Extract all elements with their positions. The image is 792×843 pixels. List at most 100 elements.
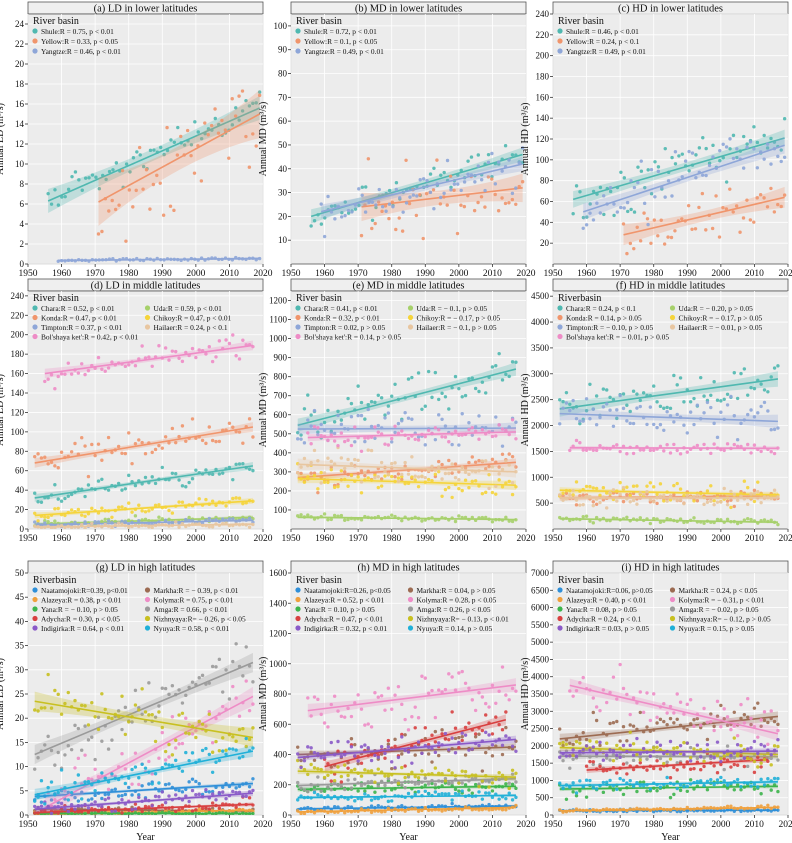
x-axis-label: Year [661,832,680,843]
data-point-timpton [668,414,673,418]
data-point-yana [467,788,471,792]
data-point-yana [601,790,606,795]
data-point-bolshayaket [574,438,579,443]
data-point-yellow [438,202,443,206]
data-point-yangtze [497,160,501,164]
data-point-markha [709,712,713,716]
data-point-adycha [329,779,333,783]
data-point-bolshayaket [568,448,572,453]
legend-marker [295,305,301,311]
legend-marker [557,587,563,593]
data-point-naatamojoki [86,798,91,802]
data-point-nyuya [386,799,391,804]
legend-marker [32,587,38,593]
x-tick-label: 2010 [483,820,502,830]
data-point-uda [484,515,488,520]
data-point-konda [672,493,676,497]
data-point-indigirka [615,753,619,757]
data-point-bolshayaket [426,428,431,433]
data-point-chara [568,402,572,406]
data-point-amga [369,779,374,784]
trend-line-amga [34,661,254,756]
data-point-kolyma [594,705,599,709]
data-point-timpton [752,415,757,419]
data-point-nizhnyaya [302,767,307,772]
data-point-shule [694,153,698,157]
data-point-alazeya [379,810,384,814]
data-point-kolyma [413,705,417,709]
data-point-chikoy [143,510,148,514]
trend-line-alazeya [559,806,778,812]
data-point-nyuya [130,767,134,772]
data-point-chara [120,488,124,492]
data-point-indigirka [349,745,354,749]
data-point-chikoy [204,497,208,502]
data-point-nizhnyaya [39,706,44,710]
data-point-shule [697,146,702,150]
data-point-bolshayaket [497,423,501,427]
data-point-chara [732,371,736,375]
data-point-markha [756,701,760,705]
data-point-naatamojoki [400,803,404,808]
data-point-adycha [174,809,178,814]
data-point-adycha [443,737,448,741]
data-point-kolyma [336,709,340,713]
x-tick-label: 1950 [19,534,38,544]
data-point-chikoy [43,515,47,519]
data-point-adycha [463,725,468,730]
data-point-yangtze [466,172,470,176]
data-point-hailaer [756,489,760,494]
data-point-alazeya [487,808,491,812]
data-point-markha [739,716,743,721]
x-tick-label: 1980 [382,269,401,279]
data-point-kolyma [326,725,330,729]
y-axis-label: Annual HD (m³/s) [520,658,531,731]
data-point-chara [184,485,188,489]
data-point-yellow [220,118,224,123]
legend-label: Hailaer:R = − 0.1, p > 0.05 [417,323,497,332]
data-point-chara [241,461,245,466]
data-point-indigirka [329,740,333,745]
data-point-nizhnyaya [194,735,198,740]
y-tick-label: 24 [15,19,25,29]
data-point-chikoy [349,473,354,477]
data-point-markha [571,742,575,747]
data-point-indigirka [309,746,313,750]
data-point-markha [695,716,700,721]
data-point-konda [160,446,164,450]
data-point-chara [187,480,191,485]
legend-marker [295,38,301,44]
y-tick-label: 80 [278,69,288,79]
data-point-yana [413,790,417,794]
legend-marker [295,314,301,321]
data-point-chara [611,397,616,402]
y-tick-label: 400 [274,750,288,760]
data-point-yellow [213,107,217,111]
legend-label: Adycha:R = 0.47, p < 0.01 [304,615,383,624]
data-point-chikoy [180,500,185,504]
data-point-adycha [210,801,215,805]
data-point-nizhnyaya [772,744,777,748]
data-point-bolshayaket [581,448,585,452]
data-point-timpton [581,419,585,423]
data-point-yana [450,783,454,788]
trend-line-nyuya [297,794,516,799]
data-point-timpton [608,408,612,412]
data-point-timpton [460,412,464,416]
data-point-konda [594,502,599,506]
x-tick-label: 1970 [86,820,105,830]
y-tick-label: 140 [536,113,550,123]
data-point-chara [494,363,498,368]
data-point-nyuya [204,746,208,751]
data-point-nizhnyaya [174,738,178,742]
data-point-nyuya [93,788,97,793]
data-point-naatamojoki [49,798,54,802]
data-point-markha [453,736,458,741]
data-point-chikoy [470,479,474,484]
data-point-yellow [476,200,480,205]
data-point-yangtze [510,191,515,196]
data-point-yangtze [415,194,419,198]
data-point-chikoy [658,482,663,486]
data-point-nizhnyaya [749,757,753,761]
